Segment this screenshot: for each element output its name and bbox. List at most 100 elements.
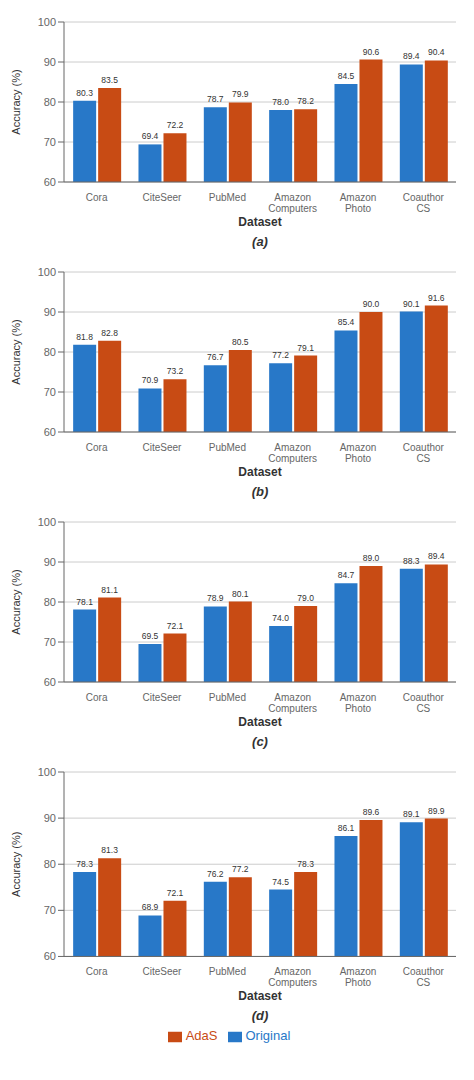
svg-text:Cora: Cora [86, 192, 108, 203]
svg-text:CoauthorCS: CoauthorCS [403, 192, 445, 214]
svg-text:84.5: 84.5 [338, 71, 355, 81]
svg-text:PubMed: PubMed [209, 692, 246, 703]
svg-text:(c): (c) [252, 734, 268, 749]
svg-text:PubMed: PubMed [209, 442, 246, 453]
svg-text:74.5: 74.5 [272, 877, 289, 887]
svg-text:91.6: 91.6 [428, 293, 445, 303]
svg-text:78.1: 78.1 [76, 597, 93, 607]
svg-text:CoauthorCS: CoauthorCS [403, 966, 445, 988]
svg-text:74.0: 74.0 [272, 613, 289, 623]
svg-text:AmazonComputers: AmazonComputers [268, 692, 317, 714]
svg-text:CoauthorCS: CoauthorCS [403, 442, 445, 464]
svg-text:77.2: 77.2 [272, 350, 289, 360]
svg-text:78.2: 78.2 [297, 96, 314, 106]
svg-text:Accuracy (%): Accuracy (%) [10, 319, 22, 384]
svg-text:89.9: 89.9 [428, 806, 445, 816]
svg-text:78.3: 78.3 [76, 859, 93, 869]
svg-text:Dataset: Dataset [238, 215, 281, 229]
svg-text:78.7: 78.7 [207, 94, 224, 104]
svg-text:70: 70 [44, 904, 56, 916]
svg-text:Dataset: Dataset [238, 465, 281, 479]
svg-text:AmazonComputers: AmazonComputers [268, 442, 317, 464]
svg-text:AmazonPhoto: AmazonPhoto [340, 192, 377, 214]
svg-text:CoauthorCS: CoauthorCS [403, 692, 445, 714]
svg-text:80.5: 80.5 [232, 337, 249, 347]
svg-text:70: 70 [44, 386, 56, 398]
svg-text:AmazonPhoto: AmazonPhoto [340, 692, 377, 714]
svg-text:Accuracy (%): Accuracy (%) [10, 69, 22, 134]
svg-text:85.4: 85.4 [338, 317, 355, 327]
svg-text:Accuracy (%): Accuracy (%) [10, 832, 22, 897]
svg-text:68.9: 68.9 [142, 902, 159, 912]
svg-text:82.8: 82.8 [101, 328, 118, 338]
svg-text:AmazonPhoto: AmazonPhoto [340, 966, 377, 988]
svg-text:84.7: 84.7 [338, 570, 355, 580]
svg-text:79.1: 79.1 [297, 343, 314, 353]
svg-text:60: 60 [44, 426, 56, 438]
svg-text:CiteSeer: CiteSeer [143, 966, 183, 977]
svg-text:AmazonComputers: AmazonComputers [268, 192, 317, 214]
svg-text:(a): (a) [252, 234, 268, 249]
svg-text:90: 90 [44, 306, 56, 318]
svg-text:83.5: 83.5 [101, 75, 118, 85]
svg-text:90.6: 90.6 [363, 47, 380, 57]
svg-text:86.1: 86.1 [338, 823, 355, 833]
svg-text:69.5: 69.5 [142, 631, 159, 641]
svg-text:Cora: Cora [86, 692, 108, 703]
svg-text:70: 70 [44, 136, 56, 148]
svg-text:Cora: Cora [86, 966, 108, 977]
svg-text:80.1: 80.1 [232, 589, 249, 599]
svg-text:Accuracy (%): Accuracy (%) [10, 569, 22, 634]
svg-text:60: 60 [44, 176, 56, 188]
svg-text:78.3: 78.3 [297, 859, 314, 869]
svg-text:73.2: 73.2 [167, 366, 184, 376]
svg-text:(b): (b) [252, 484, 269, 499]
svg-text:(d): (d) [252, 1008, 269, 1023]
svg-text:Dataset: Dataset [238, 989, 281, 1003]
svg-text:70: 70 [44, 636, 56, 648]
svg-text:81.3: 81.3 [101, 845, 118, 855]
svg-text:69.4: 69.4 [142, 131, 159, 141]
svg-text:89.1: 89.1 [403, 809, 420, 819]
svg-text:60: 60 [44, 676, 56, 688]
svg-text:90.4: 90.4 [428, 47, 445, 57]
svg-text:76.2: 76.2 [207, 869, 224, 879]
svg-text:CiteSeer: CiteSeer [143, 192, 183, 203]
svg-text:100: 100 [38, 516, 56, 528]
svg-text:88.3: 88.3 [403, 556, 420, 566]
svg-text:77.2: 77.2 [232, 864, 249, 874]
svg-text:70.9: 70.9 [142, 375, 159, 385]
svg-text:90.1: 90.1 [403, 299, 420, 309]
svg-text:100: 100 [38, 16, 56, 28]
svg-text:90: 90 [44, 56, 56, 68]
svg-text:81.1: 81.1 [101, 585, 118, 595]
svg-text:90: 90 [44, 812, 56, 824]
svg-text:89.6: 89.6 [363, 807, 380, 817]
svg-text:79.9: 79.9 [232, 89, 249, 99]
svg-text:Cora: Cora [86, 442, 108, 453]
svg-text:89.4: 89.4 [403, 51, 420, 61]
svg-text:90: 90 [44, 556, 56, 568]
svg-text:AmazonPhoto: AmazonPhoto [340, 442, 377, 464]
svg-text:80: 80 [44, 346, 56, 358]
svg-text:89.0: 89.0 [363, 553, 380, 563]
svg-text:78.0: 78.0 [272, 97, 289, 107]
svg-text:80: 80 [44, 96, 56, 108]
svg-text:76.7: 76.7 [207, 352, 224, 362]
svg-text:Dataset: Dataset [238, 715, 281, 729]
svg-text:89.4: 89.4 [428, 551, 445, 561]
svg-text:CiteSeer: CiteSeer [143, 442, 183, 453]
svg-text:80: 80 [44, 858, 56, 870]
svg-text:81.8: 81.8 [76, 332, 93, 342]
svg-text:AmazonComputers: AmazonComputers [268, 966, 317, 988]
svg-text:CiteSeer: CiteSeer [143, 692, 183, 703]
svg-text:PubMed: PubMed [209, 192, 246, 203]
svg-text:72.1: 72.1 [167, 888, 184, 898]
svg-text:72.1: 72.1 [167, 621, 184, 631]
svg-text:PubMed: PubMed [209, 966, 246, 977]
svg-text:78.9: 78.9 [207, 593, 224, 603]
svg-text:79.0: 79.0 [297, 593, 314, 603]
svg-text:72.2: 72.2 [167, 120, 184, 130]
svg-text:80: 80 [44, 596, 56, 608]
svg-text:80.3: 80.3 [76, 88, 93, 98]
